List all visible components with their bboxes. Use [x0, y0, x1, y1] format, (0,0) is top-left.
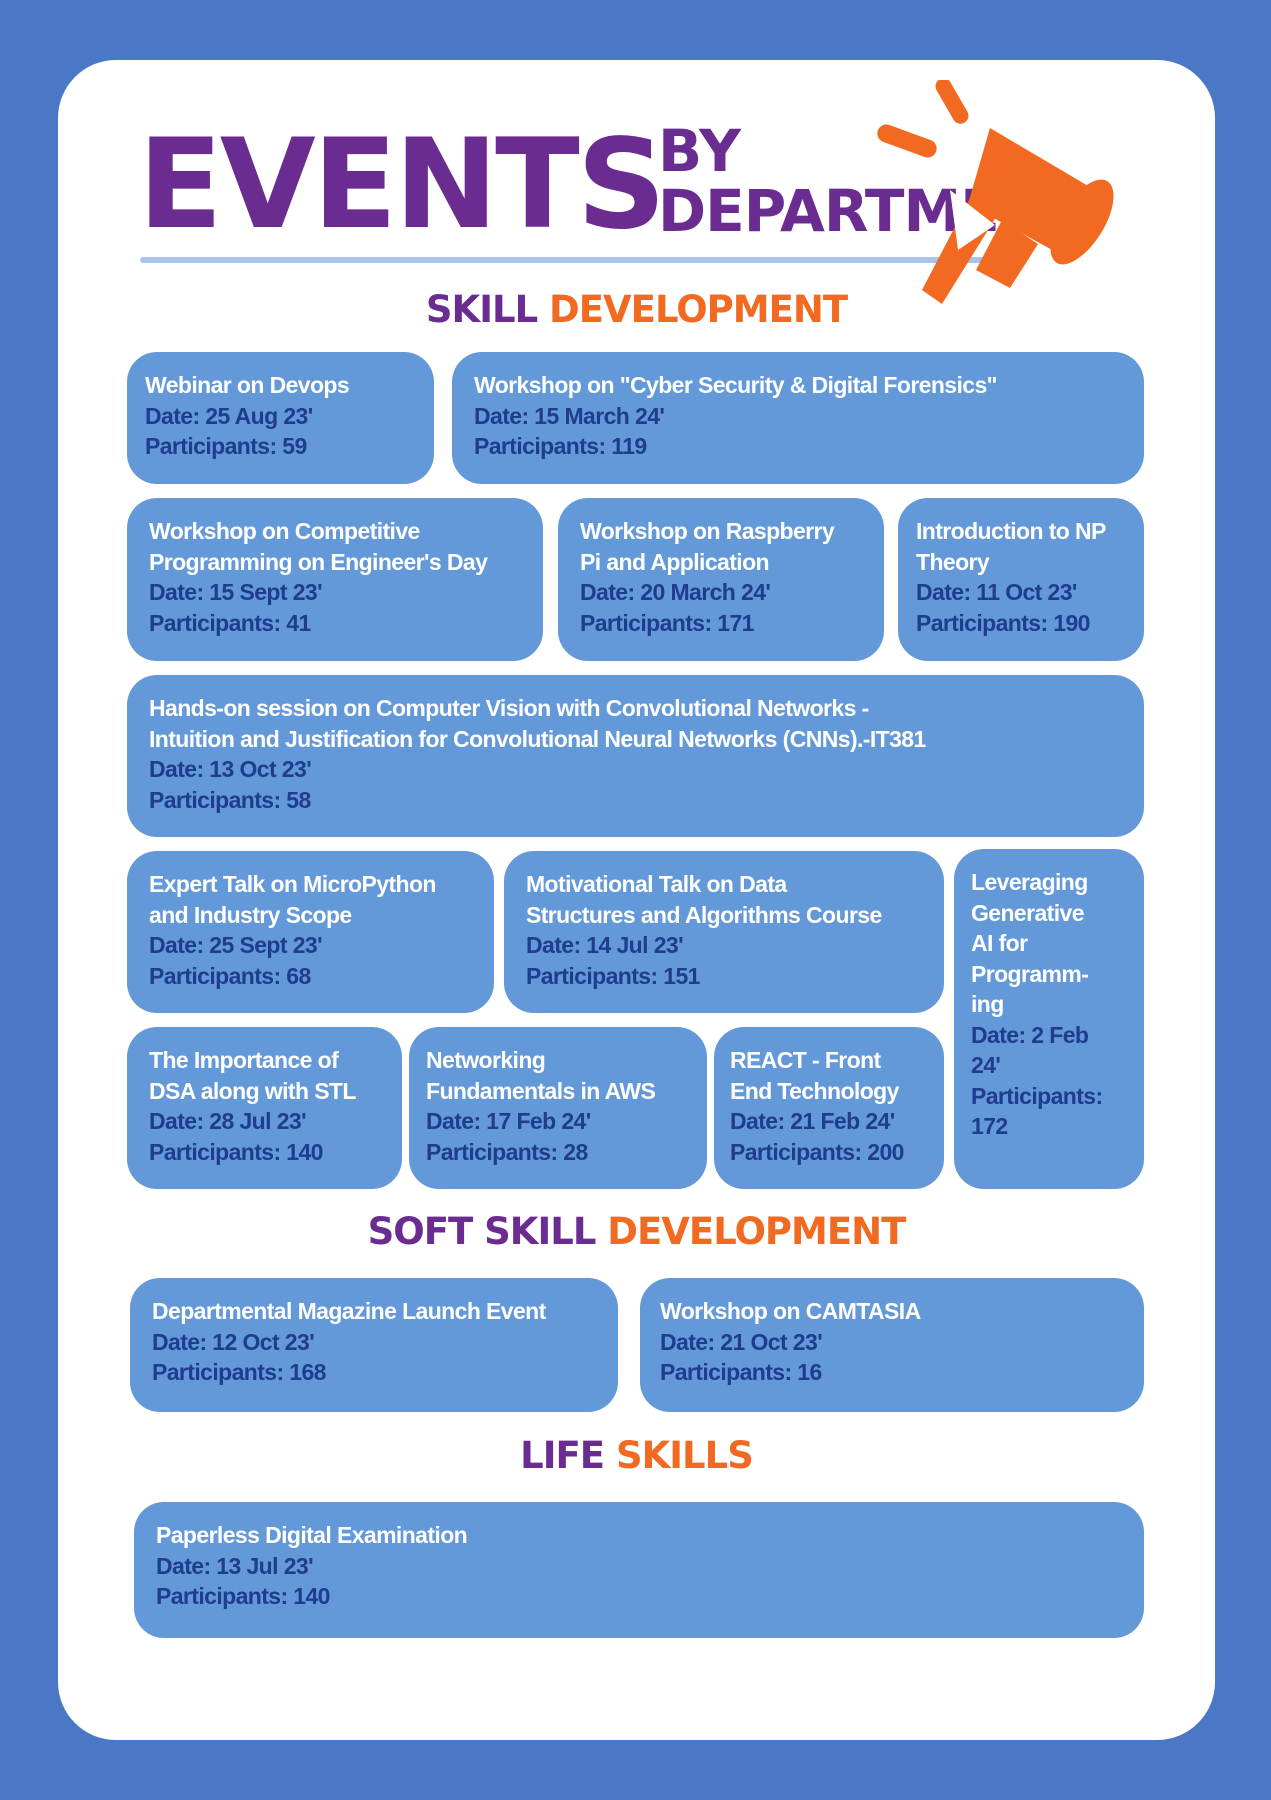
event-card-micropython[interactable]: Expert Talk on MicroPython and Industry … [127, 851, 494, 1013]
event-card-raspberry-pi[interactable]: Workshop on Raspberry Pi and Application… [558, 498, 884, 661]
title-underline [140, 257, 985, 263]
event-card-dsa-stl[interactable]: The Importance of DSA along with STL Dat… [127, 1027, 402, 1189]
event-card-magazine-launch[interactable]: Departmental Magazine Launch Event Date:… [130, 1278, 618, 1412]
event-card-aws-networking[interactable]: Networking Fundamentals in AWS Date: 17 … [409, 1027, 707, 1189]
event-card-camtasia[interactable]: Workshop on CAMTASIA Date: 21 Oct 23' Pa… [640, 1278, 1144, 1412]
megaphone-icon [877, 80, 1114, 304]
section-heading-skill: SKILL DEVELOPMENT [425, 288, 848, 331]
event-card-competitive-programming[interactable]: Workshop on Competitive Programming on E… [127, 498, 543, 661]
event-card-np-theory[interactable]: Introduction to NP Theory Date: 11 Oct 2… [898, 498, 1144, 661]
title-events: EVENTS [138, 113, 666, 257]
event-card-react[interactable]: REACT - Front End Technology Date: 21 Fe… [714, 1027, 944, 1189]
event-card-data-structures-talk[interactable]: Motivational Talk on Data Structures and… [504, 851, 944, 1013]
event-card-cyber-security[interactable]: Workshop on "Cyber Security & Digital Fo… [452, 352, 1144, 484]
event-card-computer-vision[interactable]: Hands-on session on Computer Vision with… [127, 675, 1144, 837]
title-by: BY [658, 117, 742, 185]
event-card-paperless-exam[interactable]: Paperless Digital Examination Date: 13 J… [134, 1502, 1144, 1638]
section-heading-life-skills: LIFE SKILLS [520, 1434, 754, 1477]
event-card-generative-ai[interactable]: Leveraging Generative AI for Programm- i… [954, 849, 1144, 1189]
event-card-devops[interactable]: Webinar on Devops Date: 25 Aug 23' Parti… [127, 352, 434, 484]
section-heading-soft-skill: SOFT SKILL DEVELOPMENT [367, 1210, 907, 1253]
